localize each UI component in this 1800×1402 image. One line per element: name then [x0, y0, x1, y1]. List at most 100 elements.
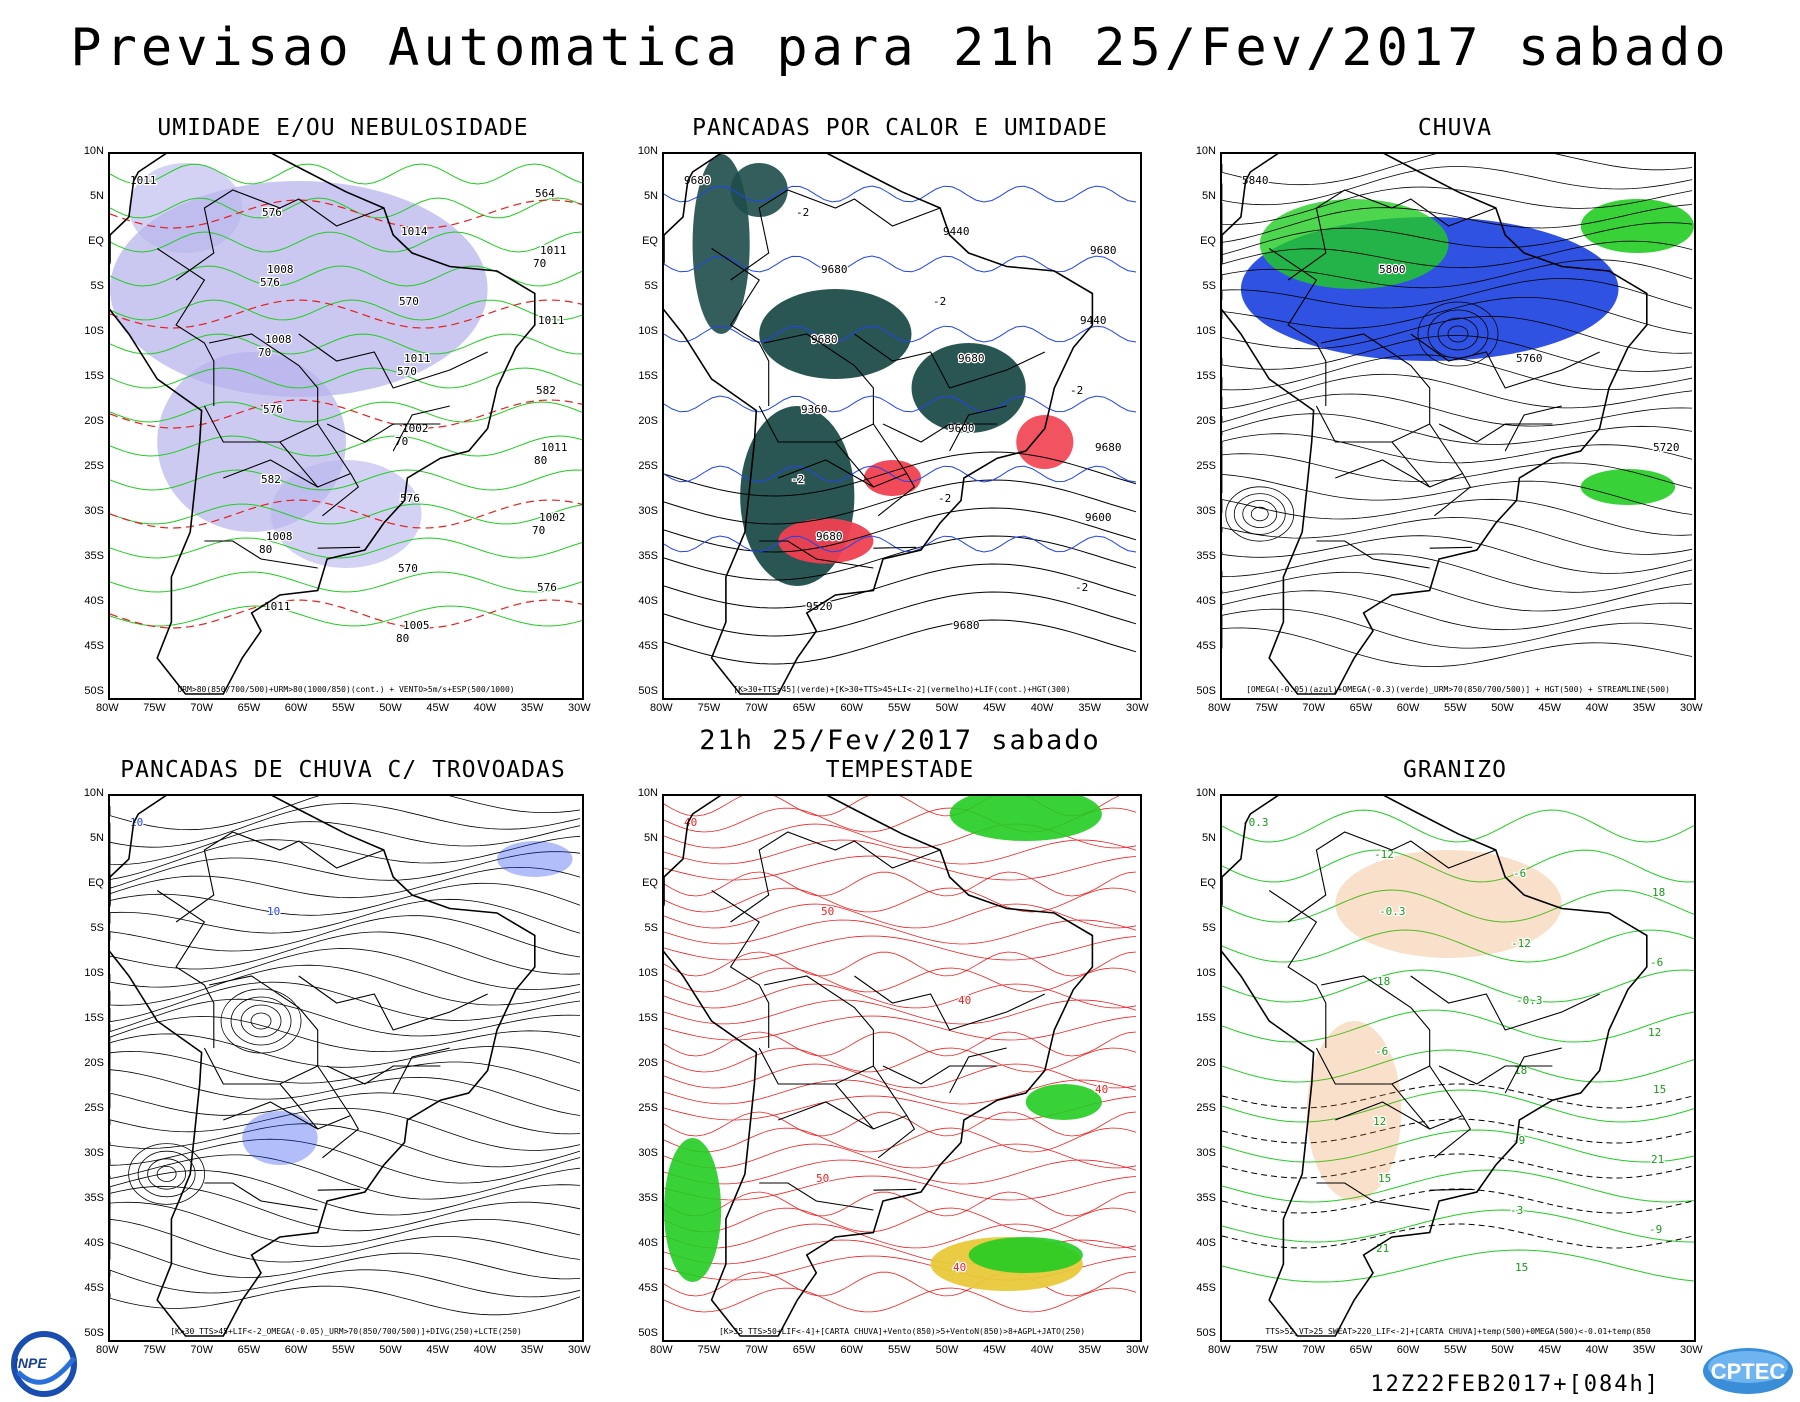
panel-title-umidade: UMIDADE E/OU NEBULOSIDADE: [157, 115, 529, 141]
temp-contour: [1222, 889, 1694, 923]
lat-tick-label: 40S: [1196, 1237, 1216, 1249]
lat-tick-label: 50S: [1196, 1327, 1216, 1339]
lon-tick-label: 60W: [284, 702, 308, 714]
country-border: [949, 1047, 1007, 1094]
lat-tick-label: 10N: [1195, 787, 1216, 799]
country-border: [156, 890, 215, 1048]
lat-tick-label: 10S: [84, 967, 104, 979]
contour-label: 1014: [401, 225, 428, 238]
lif-contour: [664, 185, 1137, 203]
country-border: [758, 405, 874, 443]
thickness-contour: [110, 299, 582, 329]
contour-label: 15: [1378, 1172, 1391, 1185]
lat-tick-label: 35S: [638, 550, 658, 562]
streamline: [110, 948, 581, 991]
contour-label: -2: [1070, 384, 1083, 397]
lon-tick-label: 75W: [143, 702, 166, 714]
contour-label: 1005: [403, 619, 430, 632]
cptec-logo: CPTEC: [1700, 1345, 1796, 1397]
lat-tick-label: 30S: [638, 1147, 658, 1159]
wind-streamline: [664, 951, 1137, 977]
streamline-vortex: [230, 996, 292, 1046]
panel-title-trovoadas: PANCADAS DE CHUVA C/ TROVOADAS: [120, 757, 566, 783]
panel-title-granizo: GRANIZO: [1403, 757, 1507, 783]
lat-tick-label: 10N: [1195, 145, 1216, 157]
lat-tick-label: 5N: [1201, 190, 1216, 202]
height-contour: [664, 619, 1137, 665]
lon-tick-label: 55W: [332, 702, 355, 714]
contour-label: 564: [535, 187, 555, 200]
lat-tick-label: 15S: [1196, 1012, 1216, 1024]
lat-tick-label: 35S: [84, 550, 104, 562]
omega-green-fill: [1580, 469, 1676, 505]
streamline: [110, 1107, 581, 1151]
lon-tick-label: 40W: [473, 702, 497, 714]
temp-contour: [1222, 969, 1694, 1003]
streamline: [110, 981, 581, 1023]
lat-tick-label: 10S: [638, 325, 658, 337]
lat-tick-label: EQ: [642, 877, 658, 889]
contour-label: 40: [958, 994, 971, 1007]
lon-tick-label: 50W: [1491, 702, 1514, 714]
streamline: [1222, 204, 1693, 243]
map-umidade: 1011 1008 1011 1011 1008 1005 1011 1008 1002 1002…: [108, 152, 584, 700]
lat-tick-label: 30S: [1196, 1147, 1216, 1159]
lat-tick-label: EQ: [88, 877, 104, 889]
lon-tick-label: 75W: [1255, 1344, 1278, 1356]
svg-text:CPTEC: CPTEC: [1711, 1359, 1786, 1384]
lon-tick-label: 30W: [568, 702, 591, 714]
lon-tick-label: 55W: [888, 1344, 911, 1356]
temp-contour: [1222, 1089, 1694, 1123]
wind-streamline: [664, 919, 1137, 945]
map-pancadas-calor-svg: 9680968096809680968096809680968096009600…: [664, 154, 1137, 695]
country-border: [204, 1182, 318, 1211]
contour-label: 9680: [816, 530, 843, 543]
country-border: [758, 1047, 874, 1085]
contour-label: 9360: [801, 403, 828, 416]
country-border: [392, 1047, 450, 1094]
lat-tick-label: 50S: [84, 1327, 104, 1339]
map-pancadas-calor: 9680 9680 9680 9680 9680 9680 9680 9680 9600 9600…: [662, 152, 1142, 700]
lat-tick-label: 5N: [1201, 832, 1216, 844]
lon-tick-label: 35W: [520, 1344, 544, 1356]
country-border: [326, 1065, 441, 1085]
lon-tick-label: 75W: [697, 702, 721, 714]
li-negative-fill: [778, 518, 874, 564]
country-border: [778, 459, 874, 488]
temp-contour: [1222, 1049, 1694, 1083]
lat-tick-label: 5S: [1202, 280, 1216, 292]
wind-streamline: [664, 1191, 1137, 1217]
country-border: [203, 1047, 318, 1085]
panel-title-chuva: CHUVA: [1417, 115, 1493, 141]
lat-tick-label: 10S: [1196, 325, 1216, 337]
country-border: [1315, 405, 1430, 443]
continent-outline: [664, 796, 1094, 1337]
caption-trovoadas: [K>30_TTS>45+LIF<-2_OMEGA(-0.05)_URM>70(…: [170, 1327, 522, 1336]
streamline: [110, 1138, 581, 1184]
streamline: [110, 1185, 581, 1232]
lon-tick-label: 45W: [983, 702, 1006, 714]
country-border: [1320, 975, 1472, 1159]
lat-tick-label: 30S: [84, 1147, 104, 1159]
contour-label: -0.3: [1516, 994, 1543, 1007]
humidity-contour: [110, 401, 582, 423]
streamline: [110, 931, 581, 975]
li-negative-fill: [863, 460, 922, 496]
country-border: [873, 546, 917, 549]
country-border: [208, 975, 360, 1159]
lon-tick-label: 30W: [568, 1344, 591, 1356]
temp-contour: [1222, 1249, 1694, 1283]
lon-tick-label: 70W: [190, 1344, 214, 1356]
humidity-contour: [110, 571, 582, 593]
temp-500-contour: [1222, 1223, 1694, 1249]
wind-streamline: [664, 1079, 1137, 1105]
lon-tick-label: 30W: [1126, 1344, 1149, 1356]
lat-tick-label: 10N: [637, 787, 658, 799]
country-border: [279, 441, 351, 488]
contour-label: 1002: [539, 511, 566, 524]
country-border: [156, 248, 215, 406]
contour-label: 9680: [1095, 441, 1122, 454]
lat-tick-label: 5S: [90, 922, 104, 934]
wind-streamline: [664, 1031, 1137, 1057]
streamline-vortex: [220, 988, 302, 1054]
